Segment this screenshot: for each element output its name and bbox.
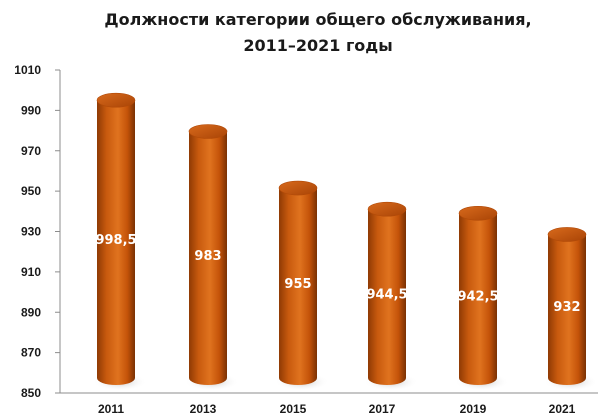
y-tick-label: 870 <box>21 346 41 360</box>
bar-body <box>548 234 586 385</box>
y-tick-label: 950 <box>21 184 41 198</box>
chart-title-line-1: Должности категории общего обслуживания, <box>104 10 531 29</box>
y-tick-label: 990 <box>21 103 41 117</box>
bar-body <box>459 213 497 385</box>
bar-body <box>279 188 317 385</box>
bar-2015: 955 <box>275 180 329 391</box>
bar-top <box>458 205 498 221</box>
x-axis: 2011 2013 2015 2017 2019 2021 <box>98 402 576 416</box>
bar-top <box>367 201 407 217</box>
y-tick-label: 930 <box>21 225 41 239</box>
bar-2019: 942,5 <box>455 205 509 391</box>
data-label: 955 <box>284 277 311 292</box>
y-tick-label: 970 <box>21 144 41 158</box>
bar-2017: 944,5 <box>364 201 418 391</box>
bar-top <box>188 124 228 139</box>
y-tick-label: 1010 <box>14 63 41 77</box>
chart-title-line-2: 2011–2021 годы <box>243 36 392 55</box>
bar-2021: 932 <box>544 227 598 391</box>
x-tick-label: 2021 <box>549 402 576 416</box>
bar-top <box>547 227 587 242</box>
bar-top <box>278 180 318 196</box>
bar-body <box>97 100 135 385</box>
y-tick-label: 890 <box>21 305 41 319</box>
data-label: 983 <box>194 249 221 264</box>
x-tick-label: 2015 <box>280 402 307 416</box>
y-tick-label: 850 <box>21 386 41 400</box>
data-label: 932 <box>553 300 580 315</box>
bars: 998,5 983 955 944,5 942,5 932 <box>93 92 598 391</box>
bar-2011: 998,5 <box>93 92 147 391</box>
y-axis: 850 870 890 910 930 950 970 990 1010 <box>14 63 60 400</box>
y-tick-label: 910 <box>21 265 41 279</box>
x-tick-label: 2013 <box>190 402 217 416</box>
bar-body <box>368 209 406 385</box>
bar-2013: 983 <box>185 124 239 391</box>
x-tick-label: 2011 <box>98 402 124 416</box>
x-tick-label: 2017 <box>369 402 396 416</box>
data-label: 942,5 <box>457 290 498 305</box>
data-label: 944,5 <box>366 288 407 303</box>
x-tick-label: 2019 <box>460 402 487 416</box>
bar-top <box>96 92 136 108</box>
data-label: 998,5 <box>95 233 136 248</box>
bar-body <box>189 131 227 385</box>
